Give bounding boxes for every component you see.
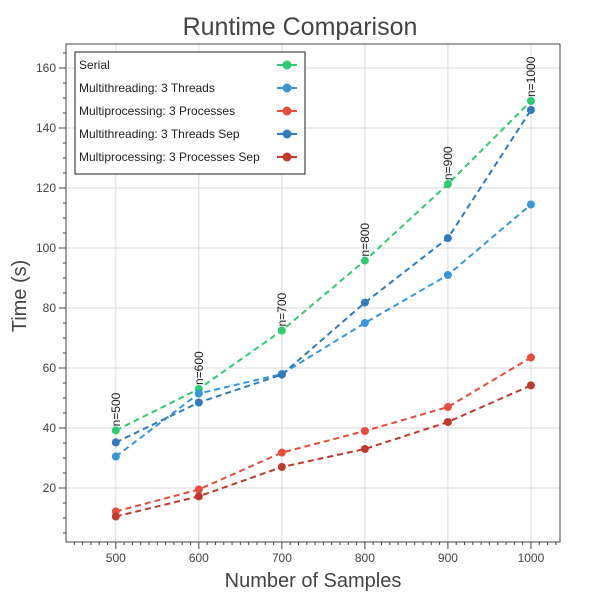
data-point — [194, 389, 203, 398]
data-point — [526, 200, 535, 209]
series-4 — [111, 106, 535, 447]
series-line — [115, 384, 532, 518]
grid-lines — [66, 44, 560, 542]
series-line — [115, 109, 532, 444]
data-point — [360, 298, 369, 307]
legend-label: Multiprocessing: 3 Processes — [79, 104, 235, 118]
series-line — [115, 100, 532, 432]
data-point — [277, 448, 286, 457]
data-point — [443, 180, 452, 189]
x-axis-label: Number of Samples — [225, 570, 402, 592]
x-tick-label: 800 — [355, 551, 375, 565]
data-point — [360, 319, 369, 327]
x-tick-label: 600 — [189, 551, 209, 565]
data-point — [277, 463, 286, 471]
legend-swatch-marker — [282, 129, 292, 139]
legend-label: Multiprocessing: 3 Processes Sep — [79, 150, 260, 164]
annotation-label: n=600 — [192, 351, 206, 385]
annotation-label: n=900 — [441, 146, 455, 180]
x-tick-label: 500 — [106, 551, 126, 565]
data-point — [194, 485, 203, 494]
legend-label: Multithreading: 3 Threads Sep — [79, 127, 240, 141]
data-point — [194, 492, 203, 501]
x-tick-label: 700 — [272, 551, 292, 565]
legend-item: Multithreading: 3 Threads Sep — [79, 127, 297, 141]
annotation-label: n=500 — [109, 392, 123, 426]
y-tick-label: 20 — [43, 481, 57, 495]
legend-label: Multithreading: 3 Threads — [79, 81, 215, 95]
legend: Serial Multithreading: 3 Threads Multiproc… — [74, 51, 306, 175]
annotation-label: n=700 — [275, 292, 289, 326]
series-2 — [111, 200, 535, 461]
data-point — [526, 381, 535, 390]
series-5 — [111, 381, 535, 521]
data-point — [194, 398, 203, 407]
data-point — [526, 97, 535, 105]
series-line — [115, 203, 532, 458]
annotations: n=500 n=600 n=700 n=800 n=900 n=1000 — [109, 56, 538, 426]
y-tick-label: 80 — [43, 301, 57, 315]
legend-swatch-marker — [282, 60, 292, 70]
data-point — [360, 427, 369, 435]
series-line — [115, 356, 532, 513]
legend-item: Multithreading: 3 Threads — [79, 81, 297, 95]
y-axis-label: Time (s) — [9, 260, 31, 333]
legend-swatch-marker — [282, 83, 292, 93]
y-tick-label: 140 — [36, 121, 56, 135]
data-point — [111, 452, 120, 461]
series-group — [111, 97, 535, 521]
data-point — [277, 370, 286, 379]
data-point — [111, 426, 120, 435]
y-tick-label: 100 — [36, 241, 56, 255]
legend-box — [74, 51, 306, 175]
x-tick-label: 1000 — [518, 551, 545, 565]
y-tick-label: 160 — [36, 61, 56, 75]
legend-swatch-marker — [282, 106, 292, 116]
annotation-label: n=800 — [358, 223, 372, 257]
y-tick-label: 40 — [43, 421, 57, 435]
legend-item: Serial — [79, 58, 297, 72]
y-tick-label: 120 — [36, 181, 56, 195]
data-point — [526, 353, 535, 362]
data-point — [111, 512, 120, 521]
data-point — [277, 326, 286, 335]
annotation-label: n=1000 — [524, 56, 538, 97]
data-point — [360, 445, 369, 453]
data-point — [443, 234, 452, 243]
data-point — [111, 438, 120, 447]
series-3 — [111, 353, 535, 516]
data-point — [360, 256, 369, 265]
axis-ticks: 500 600 700 800 900 1000 20 40 60 80 100 120 140 160 — [36, 52, 557, 565]
legend-label: Serial — [79, 58, 110, 72]
y-tick-label: 60 — [43, 361, 57, 375]
legend-item: Multiprocessing: 3 Processes Sep — [79, 150, 297, 164]
x-tick-label: 900 — [438, 551, 458, 565]
legend-swatch-marker — [282, 152, 292, 162]
data-point — [443, 403, 452, 411]
legend-item: Multiprocessing: 3 Processes — [79, 104, 297, 118]
chart-title: Runtime Comparison — [183, 13, 418, 41]
data-point — [526, 106, 535, 114]
data-point — [443, 418, 452, 426]
data-point — [443, 271, 452, 279]
